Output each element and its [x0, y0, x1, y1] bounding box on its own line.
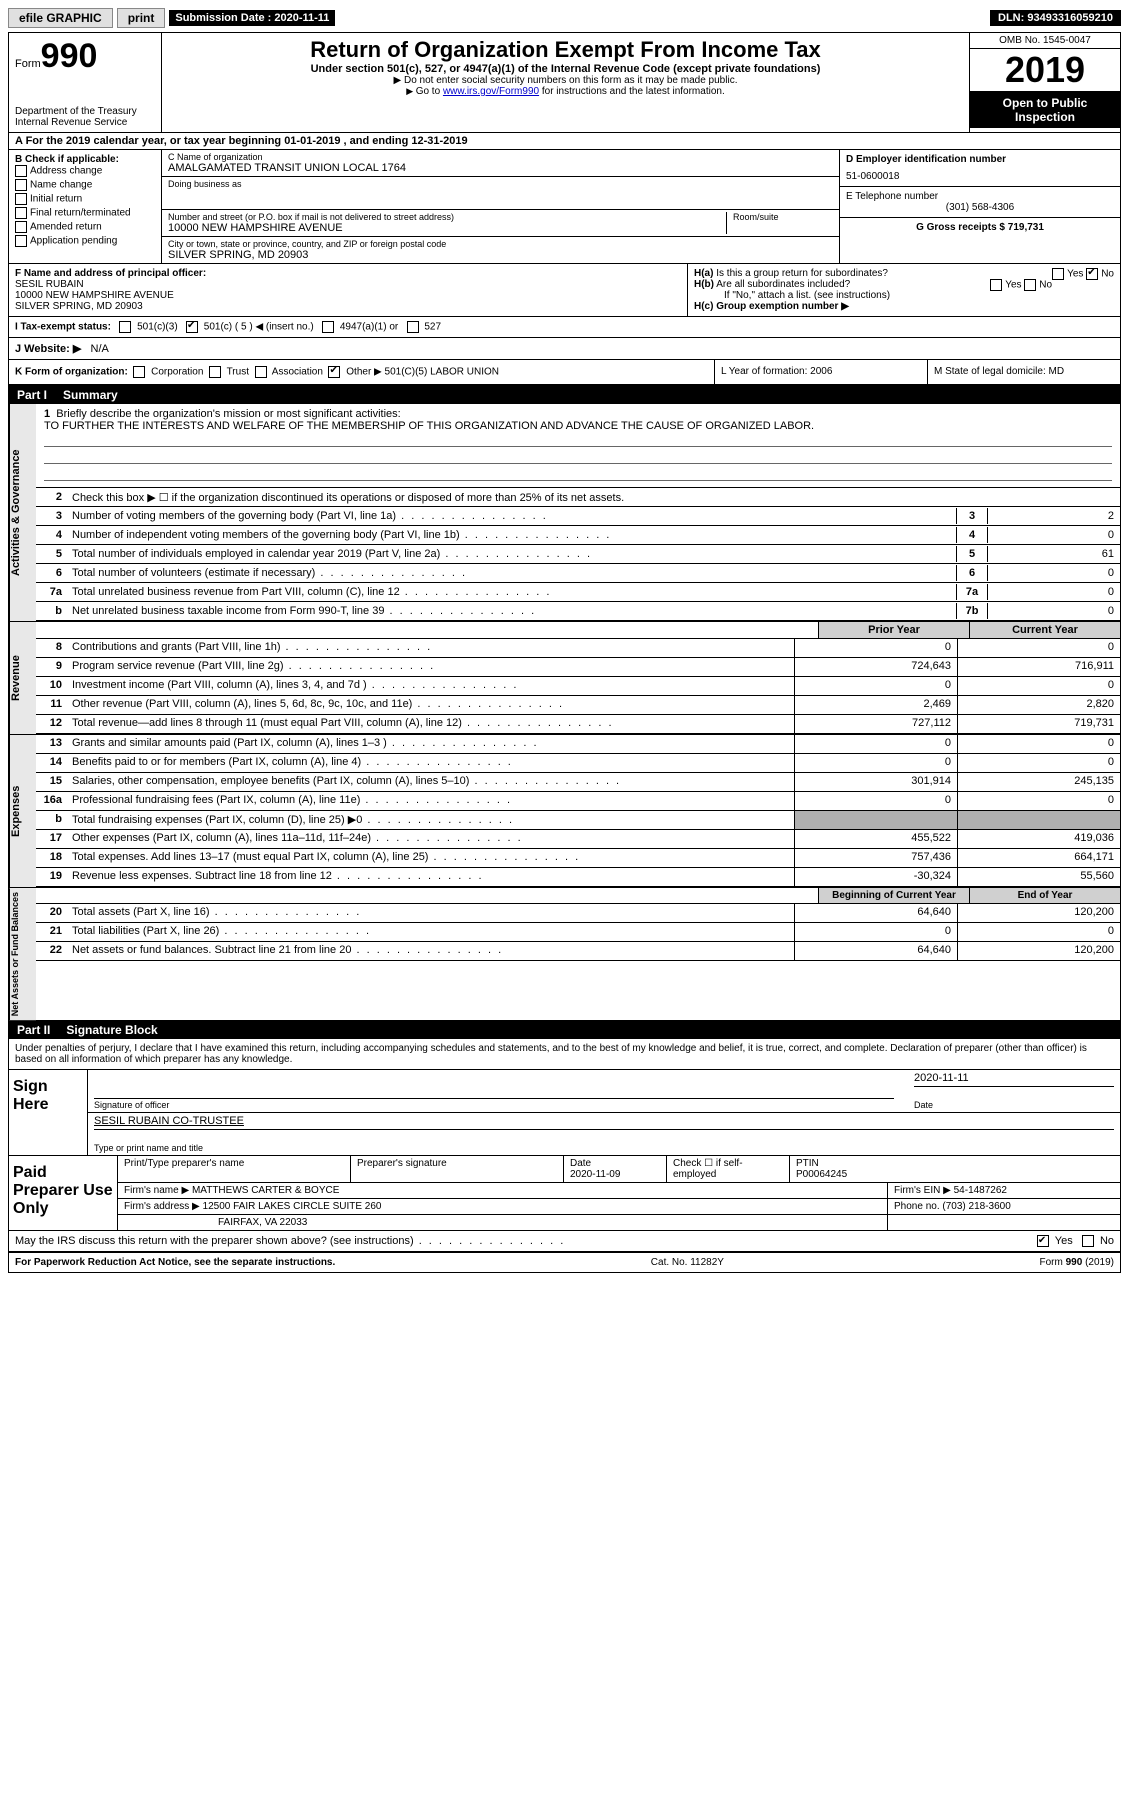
paid-preparer-block: Paid Preparer Use Only Print/Type prepar…	[9, 1156, 1120, 1231]
gov-row: 6Total number of volunteers (estimate if…	[36, 564, 1120, 583]
gov-row: 3Number of voting members of the governi…	[36, 507, 1120, 526]
side-label-governance: Activities & Governance	[9, 404, 36, 621]
fin-row: 18Total expenses. Add lines 13–17 (must …	[36, 849, 1120, 868]
ha-no[interactable]	[1086, 268, 1098, 280]
tel-label: E Telephone number	[846, 191, 1114, 202]
hb-yes[interactable]	[990, 279, 1002, 291]
checkbox-name-change[interactable]	[15, 179, 27, 191]
form-subtitle: Under section 501(c), 527, or 4947(a)(1)…	[170, 63, 961, 75]
org-name-label: C Name of organization	[168, 152, 833, 162]
submission-date-label: Submission Date : 2020-11-11	[169, 10, 335, 26]
chk-527[interactable]	[407, 321, 419, 333]
row-a-tax-year: A For the 2019 calendar year, or tax yea…	[9, 133, 1120, 150]
tax-year: 2019	[970, 49, 1120, 92]
fin-row: 17Other expenses (Part IX, column (A), l…	[36, 830, 1120, 849]
ein-label: D Employer identification number	[846, 154, 1006, 165]
chk-4947[interactable]	[322, 321, 334, 333]
fin-row: 16aProfessional fundraising fees (Part I…	[36, 792, 1120, 811]
ha-yes[interactable]	[1052, 268, 1064, 280]
tel-value: (301) 568-4306	[846, 202, 1114, 213]
chk-501c[interactable]	[186, 321, 198, 333]
part-2-header: Part II Signature Block	[9, 1021, 1120, 1039]
fin-row: 19Revenue less expenses. Subtract line 1…	[36, 868, 1120, 887]
gross-label: G Gross receipts $	[916, 222, 1005, 233]
website-row: J Website: ▶ N/A	[9, 338, 1120, 360]
irs-discuss-no[interactable]	[1082, 1235, 1094, 1247]
checkbox-initial-return[interactable]	[15, 193, 27, 205]
addr-value: 10000 NEW HAMPSHIRE AVENUE	[168, 222, 726, 234]
fin-row: 12Total revenue—add lines 8 through 11 (…	[36, 715, 1120, 734]
form-note-1: ▶ Do not enter social security numbers o…	[170, 75, 961, 86]
fin-row: 15Salaries, other compensation, employee…	[36, 773, 1120, 792]
irs-discuss-yes[interactable]	[1037, 1235, 1049, 1247]
mission-block: 1 Briefly describe the organization's mi…	[36, 404, 1120, 488]
hb-no[interactable]	[1024, 279, 1036, 291]
irs-discuss-row: May the IRS discuss this return with the…	[9, 1231, 1120, 1253]
omb-number: OMB No. 1545-0047	[970, 33, 1120, 49]
side-label-revenue: Revenue	[9, 622, 36, 734]
checkbox-final-return[interactable]	[15, 207, 27, 219]
h-block: H(a) Is this a group return for subordin…	[688, 264, 1120, 316]
efile-button[interactable]: efile GRAPHIC	[8, 8, 113, 28]
dln-label: DLN: 93493316059210	[990, 10, 1121, 26]
part-1-header: Part I Summary	[9, 386, 1120, 404]
sign-here-block: Sign Here Signature of officer 2020-11-1…	[9, 1070, 1120, 1156]
org-name: AMALGAMATED TRANSIT UNION LOCAL 1764	[168, 162, 833, 174]
fin-row: bTotal fundraising expenses (Part IX, co…	[36, 811, 1120, 830]
tax-status-row: I Tax-exempt status: 501(c)(3) 501(c) ( …	[9, 317, 1120, 338]
checkbox-address-change[interactable]	[15, 165, 27, 177]
city-label: City or town, state or province, country…	[168, 239, 833, 249]
gov-row: 7aTotal unrelated business revenue from …	[36, 583, 1120, 602]
fin-headers: Prior Year Current Year	[36, 622, 1120, 639]
form-990: Form990 Department of the Treasury Inter…	[8, 32, 1121, 1273]
chk-501c3[interactable]	[119, 321, 131, 333]
chk-trust[interactable]	[209, 366, 221, 378]
signature-label: Signature of officer	[94, 1098, 894, 1110]
fin-row: 11Other revenue (Part VIII, column (A), …	[36, 696, 1120, 715]
gov-row: bNet unrelated business taxable income f…	[36, 602, 1120, 621]
form-title: Return of Organization Exempt From Incom…	[170, 37, 961, 63]
gross-value: 719,731	[1008, 222, 1044, 233]
top-toolbar: efile GRAPHIC print Submission Date : 20…	[8, 8, 1121, 28]
net-headers: Beginning of Current Year End of Year	[36, 888, 1120, 904]
form-note-2: Go to www.irs.gov/Form990 for instructio…	[170, 86, 961, 97]
irs-link[interactable]: www.irs.gov/Form990	[443, 86, 539, 97]
dba-label: Doing business as	[168, 179, 833, 189]
checkbox-application-pending[interactable]	[15, 235, 27, 247]
chk-assoc[interactable]	[255, 366, 267, 378]
gov-row: 5Total number of individuals employed in…	[36, 545, 1120, 564]
column-b-checkboxes: B Check if applicable: Address change Na…	[9, 150, 162, 263]
addr-label: Number and street (or P.O. box if mail i…	[168, 212, 726, 222]
form-word: Form	[15, 58, 41, 70]
ein-value: 51-0600018	[846, 171, 1114, 182]
fin-row: 21Total liabilities (Part X, line 26)00	[36, 923, 1120, 942]
officer-block: F Name and address of principal officer:…	[9, 264, 688, 316]
print-button[interactable]: print	[117, 8, 166, 28]
fin-row: 10Investment income (Part VIII, column (…	[36, 677, 1120, 696]
checkbox-amended[interactable]	[15, 221, 27, 233]
form-header: Form990 Department of the Treasury Inter…	[9, 33, 1120, 133]
side-label-net: Net Assets or Fund Balances	[9, 888, 36, 1020]
room-label: Room/suite	[733, 212, 833, 222]
dept-label: Department of the Treasury Internal Reve…	[15, 106, 155, 128]
gov-row: 4Number of independent voting members of…	[36, 526, 1120, 545]
fin-row: 14Benefits paid to or for members (Part …	[36, 754, 1120, 773]
fin-row: 22Net assets or fund balances. Subtract …	[36, 942, 1120, 961]
fin-row: 13Grants and similar amounts paid (Part …	[36, 735, 1120, 754]
chk-corp[interactable]	[133, 366, 145, 378]
fin-row: 9Program service revenue (Part VIII, lin…	[36, 658, 1120, 677]
gov-row: 2Check this box ▶ ☐ if the organization …	[36, 488, 1120, 507]
penalty-statement: Under penalties of perjury, I declare th…	[9, 1039, 1120, 1070]
city-value: SILVER SPRING, MD 20903	[168, 249, 833, 261]
footer: For Paperwork Reduction Act Notice, see …	[9, 1253, 1120, 1272]
side-label-expenses: Expenses	[9, 735, 36, 887]
form-number: 990	[41, 37, 98, 75]
open-to-public: Open to Public Inspection	[970, 92, 1120, 128]
fin-row: 20Total assets (Part X, line 16)64,64012…	[36, 904, 1120, 923]
chk-other[interactable]	[328, 366, 340, 378]
k-row: K Form of organization: Corporation Trus…	[9, 360, 1120, 386]
fin-row: 8Contributions and grants (Part VIII, li…	[36, 639, 1120, 658]
